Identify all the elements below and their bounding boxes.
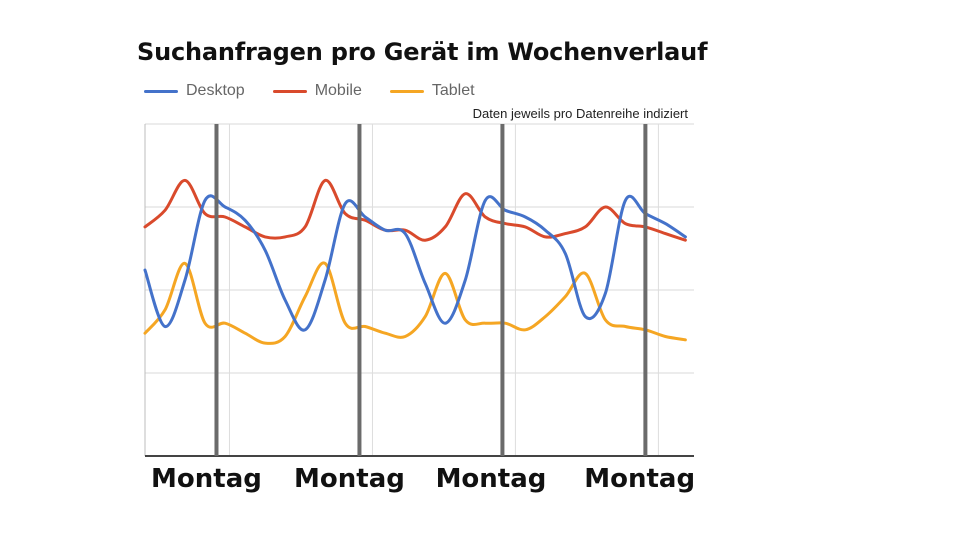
- legend-item-tablet: Tablet: [389, 82, 475, 100]
- x-tick-label: Montag: [294, 464, 405, 494]
- legend-label-tablet: Tablet: [431, 82, 475, 99]
- legend-swatch-desktop: [144, 89, 178, 93]
- legend-swatch-tablet: [389, 89, 424, 93]
- series-line-desktop: [143, 194, 687, 332]
- series-line-tablet: [143, 261, 687, 345]
- x-tick-label: Montag: [584, 464, 695, 494]
- legend-label-desktop: Desktop: [186, 82, 245, 99]
- legend-item-mobile: Mobile: [272, 82, 362, 100]
- x-tick-label: Montag: [436, 464, 547, 494]
- series-line-mobile: [143, 178, 687, 242]
- legend-item-desktop: Desktop: [144, 82, 245, 100]
- chart-legend: Desktop Mobile Tablet: [144, 81, 503, 101]
- chart-note: Daten jeweils pro Datenreihe indiziert: [472, 106, 688, 121]
- legend-swatch-mobile: [272, 89, 307, 93]
- legend-label-mobile: Mobile: [314, 82, 362, 99]
- chart-title: Suchanfragen pro Gerät im Wochenverlauf: [137, 38, 708, 66]
- x-tick-label: Montag: [151, 464, 262, 494]
